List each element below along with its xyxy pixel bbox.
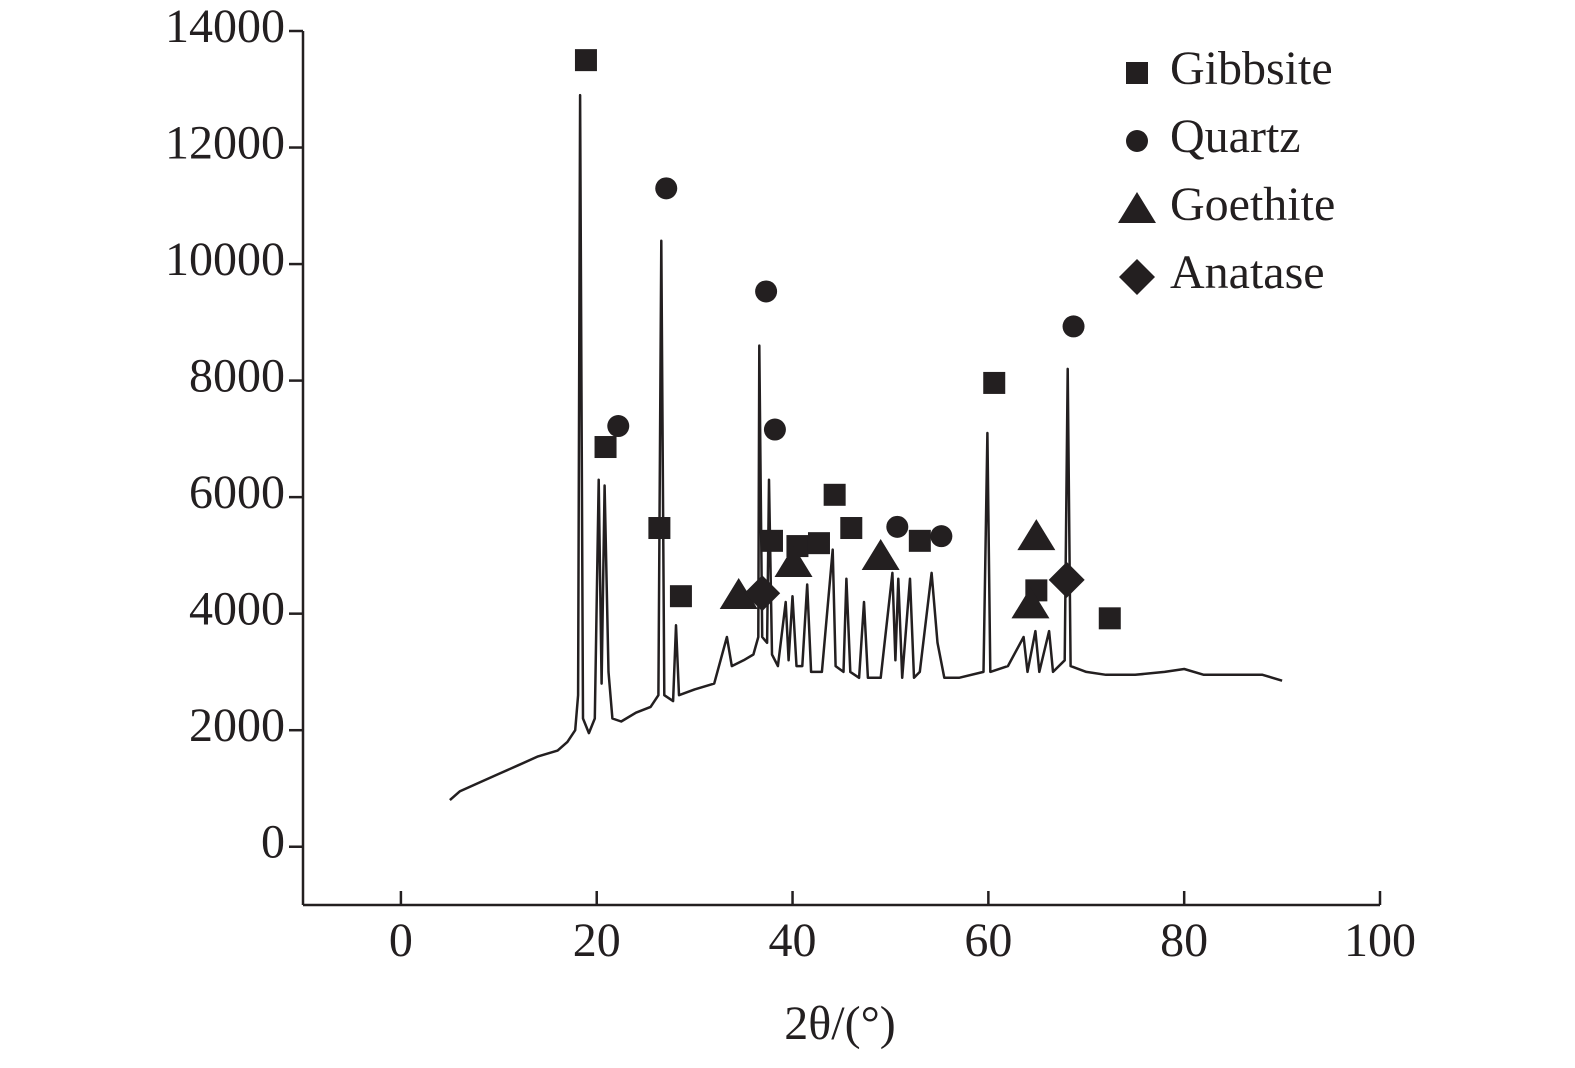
y-tick-label: 6000 <box>189 466 285 519</box>
legend-marker <box>1126 62 1148 84</box>
marker-square <box>823 483 846 506</box>
x-tick-label: 40 <box>769 914 817 967</box>
marker-triangle <box>861 538 900 570</box>
marker-square <box>807 532 830 555</box>
marker-circle <box>755 280 778 303</box>
marker-circle <box>607 415 630 438</box>
marker-square <box>594 436 617 459</box>
marker-triangle <box>1011 587 1050 619</box>
marker-triangle <box>1017 519 1056 551</box>
marker-triangle <box>774 545 813 577</box>
x-tick-label: 80 <box>1160 914 1208 967</box>
legend-label: Goethite <box>1170 178 1335 231</box>
legend-marker <box>1126 130 1148 152</box>
y-tick-label: 10000 <box>165 233 285 286</box>
marker-circle <box>763 418 786 441</box>
x-tick-label: 20 <box>573 914 621 967</box>
marker-square <box>1098 607 1121 630</box>
marker-circle <box>886 515 909 538</box>
marker-square <box>840 517 863 540</box>
marker-square <box>760 529 783 552</box>
y-tick-label: 14000 <box>165 0 285 53</box>
marker-circle <box>655 177 678 200</box>
x-tick-label: 0 <box>389 914 413 967</box>
marker-diamond <box>1048 561 1085 598</box>
marker-triangle <box>719 578 758 610</box>
x-tick-label: 100 <box>1344 914 1416 967</box>
y-tick-label: 12000 <box>165 117 285 170</box>
marker-diamond <box>744 575 781 612</box>
legend-marker <box>1118 192 1156 223</box>
marker-circle <box>1062 315 1085 338</box>
legend-label: Gibbsite <box>1170 42 1333 95</box>
marker-square <box>908 529 931 552</box>
y-tick-label: 0 <box>261 816 285 869</box>
xrd-line <box>449 93 1283 802</box>
legend-label: Anatase <box>1170 246 1325 299</box>
marker-square <box>648 517 671 540</box>
marker-square <box>669 585 692 608</box>
marker-circle <box>930 525 953 548</box>
x-tick-label: 60 <box>964 914 1012 967</box>
legend-marker <box>1119 259 1155 295</box>
x-axis-label: 2θ/(°) <box>784 997 896 1050</box>
y-tick-label: 2000 <box>189 699 285 752</box>
legend-label: Quartz <box>1170 110 1301 163</box>
marker-square <box>983 371 1006 394</box>
y-tick-label: 4000 <box>189 583 285 636</box>
marker-square <box>574 49 597 72</box>
y-tick-label: 8000 <box>189 350 285 403</box>
